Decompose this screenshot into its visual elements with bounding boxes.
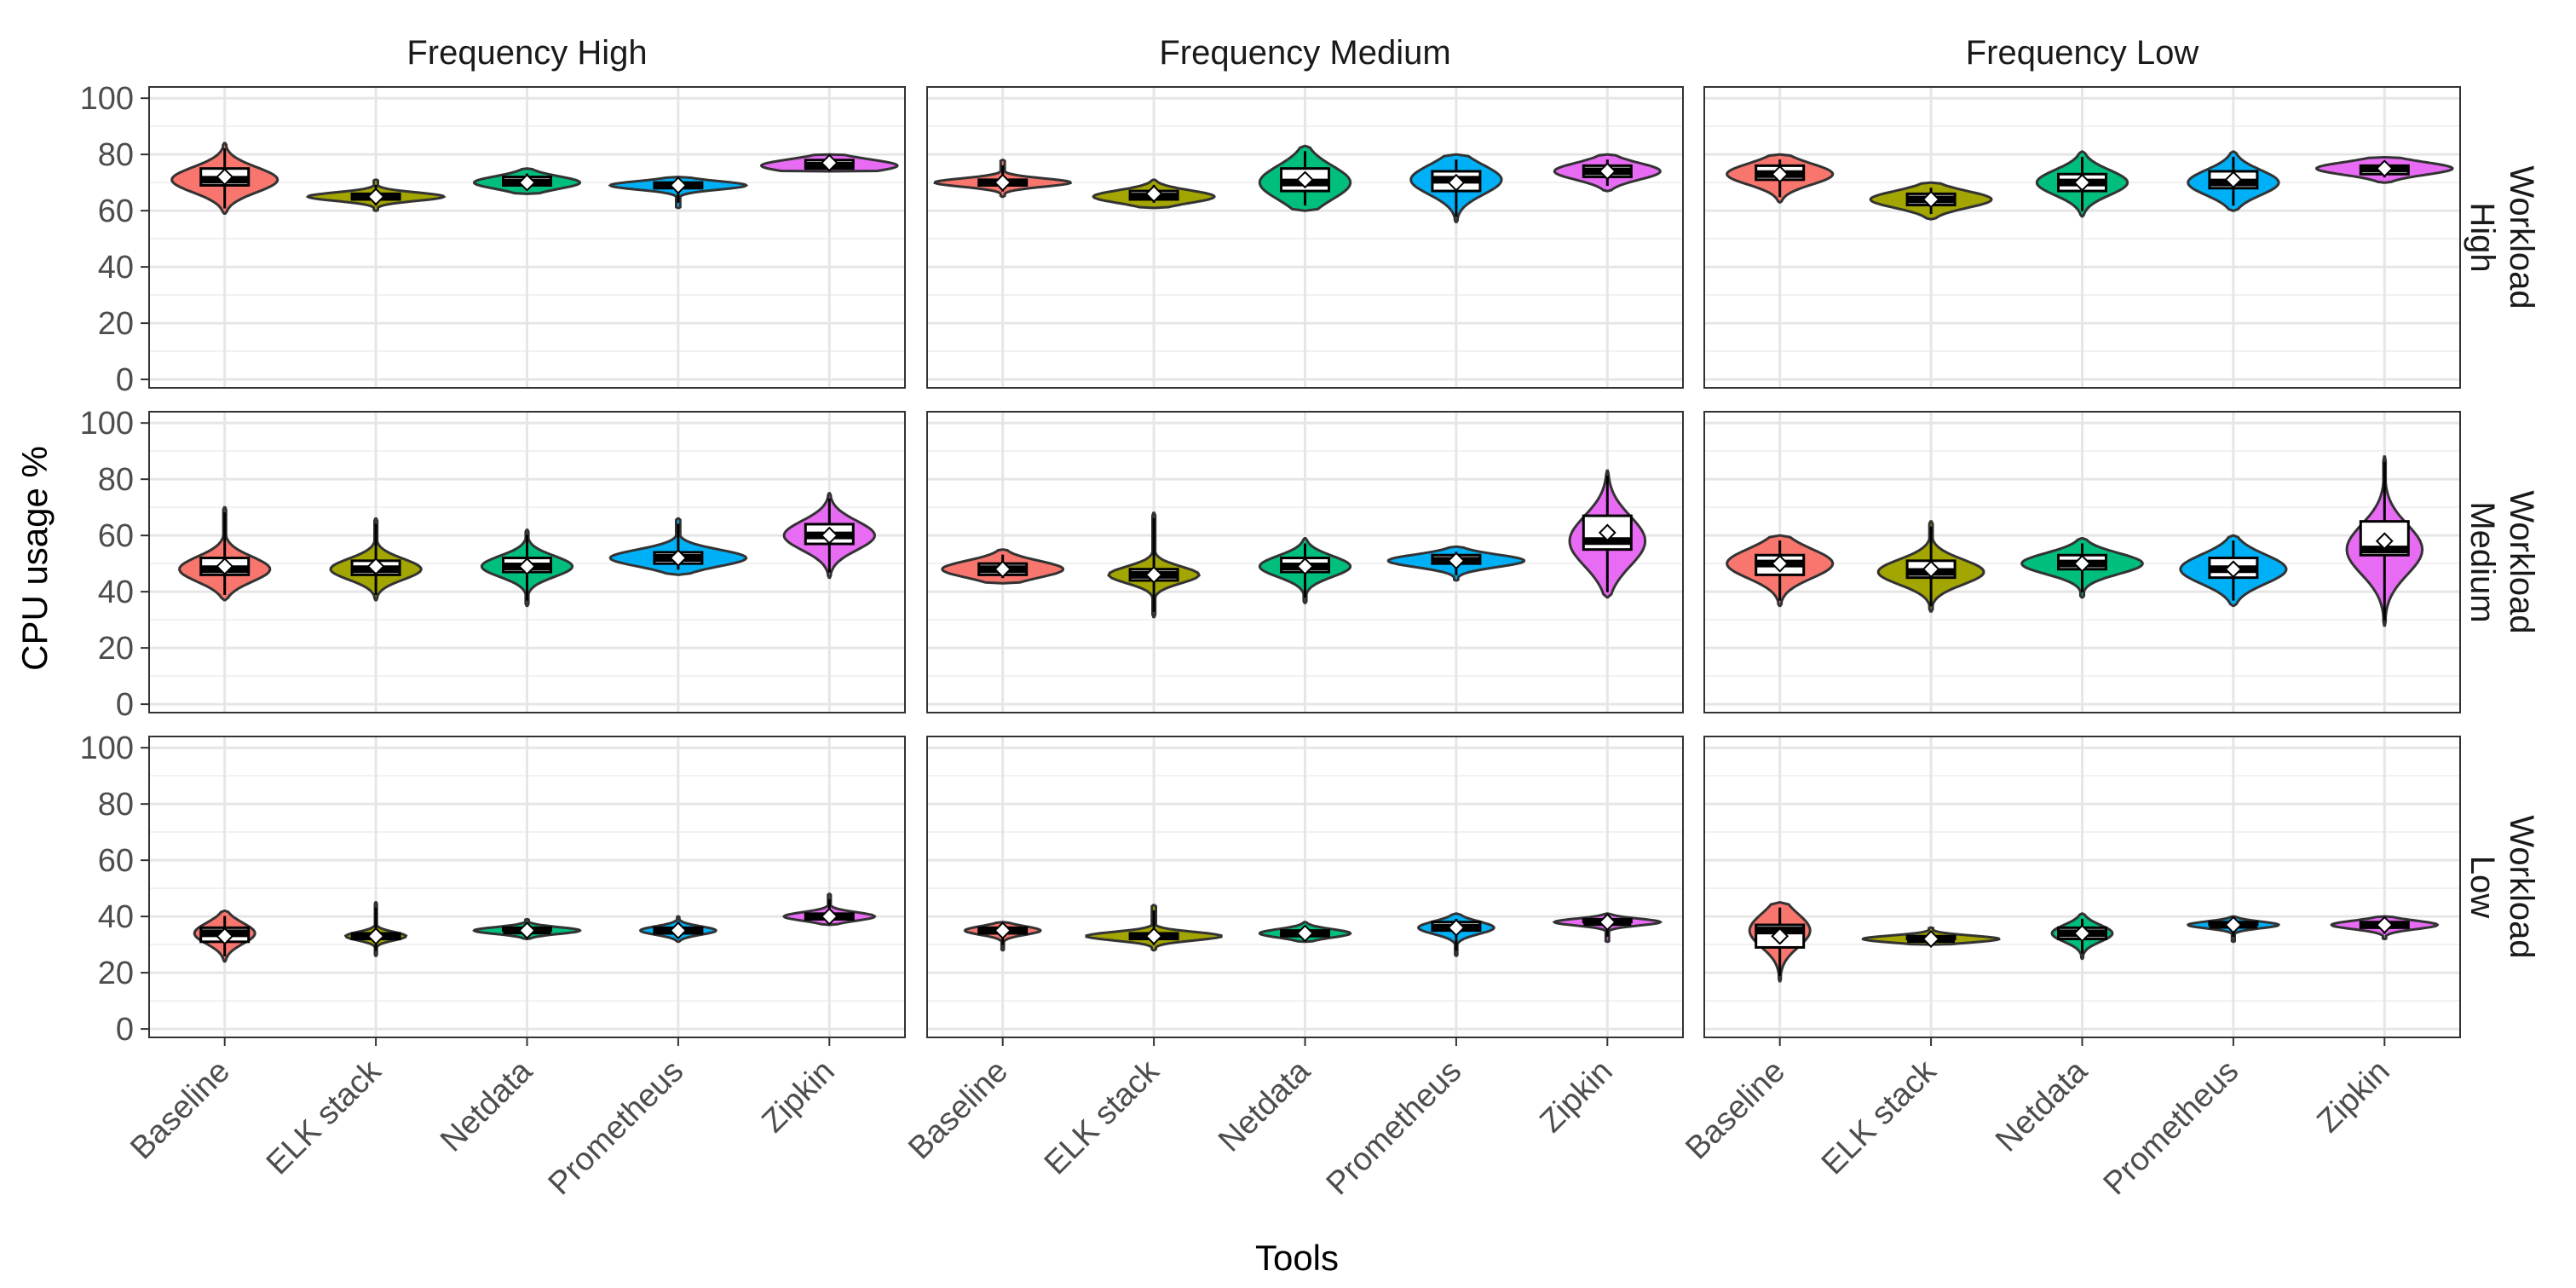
mean-marker-elk-stack	[366, 557, 385, 575]
panel-border	[1703, 411, 2461, 713]
facet-column-label: Frequency High	[406, 34, 647, 72]
y-tick-label: 60	[98, 843, 134, 879]
facet-grid: 0 20 40 60 80 100 0 20 40 60 80 100 0 20 40 60 80 100 Base…	[80, 34, 2540, 1202]
panel-r1-c2	[926, 86, 1684, 389]
y-tick-label: 100	[80, 81, 134, 117]
y-tick-label: 40	[98, 575, 134, 610]
mean-marker-prometheus	[1447, 918, 1466, 937]
mean-marker-netdata	[1296, 557, 1314, 575]
panel-r1-c3	[1703, 86, 2461, 389]
mean-marker-elk-stack	[366, 927, 385, 945]
x-axis-title: Tools	[1255, 1238, 1339, 1278]
facet-column-label: Frequency Medium	[1159, 34, 1450, 72]
panel-border	[926, 86, 1684, 389]
mean-marker-netdata	[1296, 924, 1314, 943]
mean-marker-elk-stack	[1144, 565, 1163, 584]
mean-marker-zipkin	[2375, 915, 2394, 934]
mean-marker-netdata	[2073, 173, 2091, 192]
mean-marker-zipkin	[820, 907, 838, 926]
mean-marker-zipkin	[1598, 913, 1616, 932]
mean-marker-netdata	[518, 557, 536, 575]
mean-marker-netdata	[2073, 554, 2091, 573]
mean-marker-prometheus	[2224, 560, 2243, 579]
mean-marker-elk-stack	[1922, 190, 1940, 209]
mean-marker-zipkin	[1598, 523, 1616, 542]
panel-r1-c1: 0 20 40 60 80 100	[80, 81, 906, 398]
mean-marker-netdata	[518, 921, 536, 940]
y-tick-label: 0	[116, 362, 134, 398]
panel-r3-c2: Baseline ELK stack Netdata Prometheus Zipkin	[902, 736, 1684, 1202]
mean-marker-netdata	[2073, 924, 2091, 943]
panel-border	[926, 411, 1684, 713]
mean-marker-prometheus	[1447, 173, 1466, 192]
facet-row-label-line: Medium	[2464, 501, 2501, 622]
mean-marker-zipkin	[2375, 159, 2394, 178]
facet-row-label-line: Workload	[2503, 165, 2540, 309]
mean-marker-baseline	[994, 173, 1012, 192]
mean-marker-baseline	[994, 560, 1012, 579]
mean-marker-baseline	[216, 168, 234, 186]
facet-row-label-line: High	[2464, 202, 2501, 272]
y-tick-label: 0	[116, 1012, 134, 1048]
y-tick-label: 100	[80, 406, 134, 442]
mean-marker-prometheus	[2224, 170, 2243, 189]
mean-marker-elk-stack	[1144, 927, 1163, 945]
mean-marker-elk-stack	[1922, 930, 1940, 948]
mean-marker-zipkin	[1598, 162, 1616, 181]
y-tick-label: 20	[98, 631, 134, 667]
y-tick-label: 80	[98, 787, 134, 823]
panel-border	[1703, 86, 2461, 389]
facet-row-label-line: Low	[2464, 856, 2501, 918]
facet-row-label-line: Workload	[2503, 490, 2540, 633]
y-tick-label: 20	[98, 306, 134, 342]
mean-marker-baseline	[994, 921, 1012, 940]
y-tick-label: 20	[98, 956, 134, 991]
mean-marker-elk-stack	[366, 188, 385, 206]
facet-row-label-line: Workload	[2503, 815, 2540, 958]
mean-marker-netdata	[1296, 170, 1314, 189]
mean-marker-prometheus	[1447, 552, 1466, 570]
mean-marker-zipkin	[820, 526, 838, 545]
y-tick-label: 0	[116, 687, 134, 723]
mean-marker-elk-stack	[1144, 184, 1163, 203]
y-tick-label: 100	[80, 731, 134, 766]
mean-marker-baseline	[1771, 165, 1789, 183]
mean-marker-netdata	[518, 173, 536, 192]
panel-r2-c1: 0 20 40 60 80 100	[80, 406, 906, 723]
y-tick-label: 40	[98, 250, 134, 286]
mean-marker-prometheus	[669, 176, 688, 194]
panel-border	[148, 411, 906, 713]
y-tick-label: 40	[98, 899, 134, 935]
y-tick-label: 60	[98, 193, 134, 229]
panel-r2-c3	[1703, 411, 2461, 713]
mean-marker-baseline	[1771, 554, 1789, 573]
mean-marker-elk-stack	[1922, 560, 1940, 579]
y-axis-title: CPU usage %	[14, 446, 55, 671]
mean-marker-baseline	[1771, 927, 1789, 945]
mean-marker-baseline	[216, 927, 234, 945]
mean-marker-prometheus	[669, 549, 688, 567]
y-tick-label: 60	[98, 518, 134, 554]
mean-marker-zipkin	[820, 153, 838, 172]
y-tick-label: 80	[98, 137, 134, 173]
mean-marker-prometheus	[2224, 915, 2243, 934]
panel-border	[148, 86, 906, 389]
panel-r2-c2	[926, 411, 1684, 713]
mean-marker-zipkin	[2375, 532, 2394, 551]
mean-marker-prometheus	[669, 921, 688, 940]
y-tick-label: 80	[98, 462, 134, 498]
facet-column-label: Frequency Low	[1966, 34, 2199, 72]
mean-marker-baseline	[216, 557, 234, 575]
